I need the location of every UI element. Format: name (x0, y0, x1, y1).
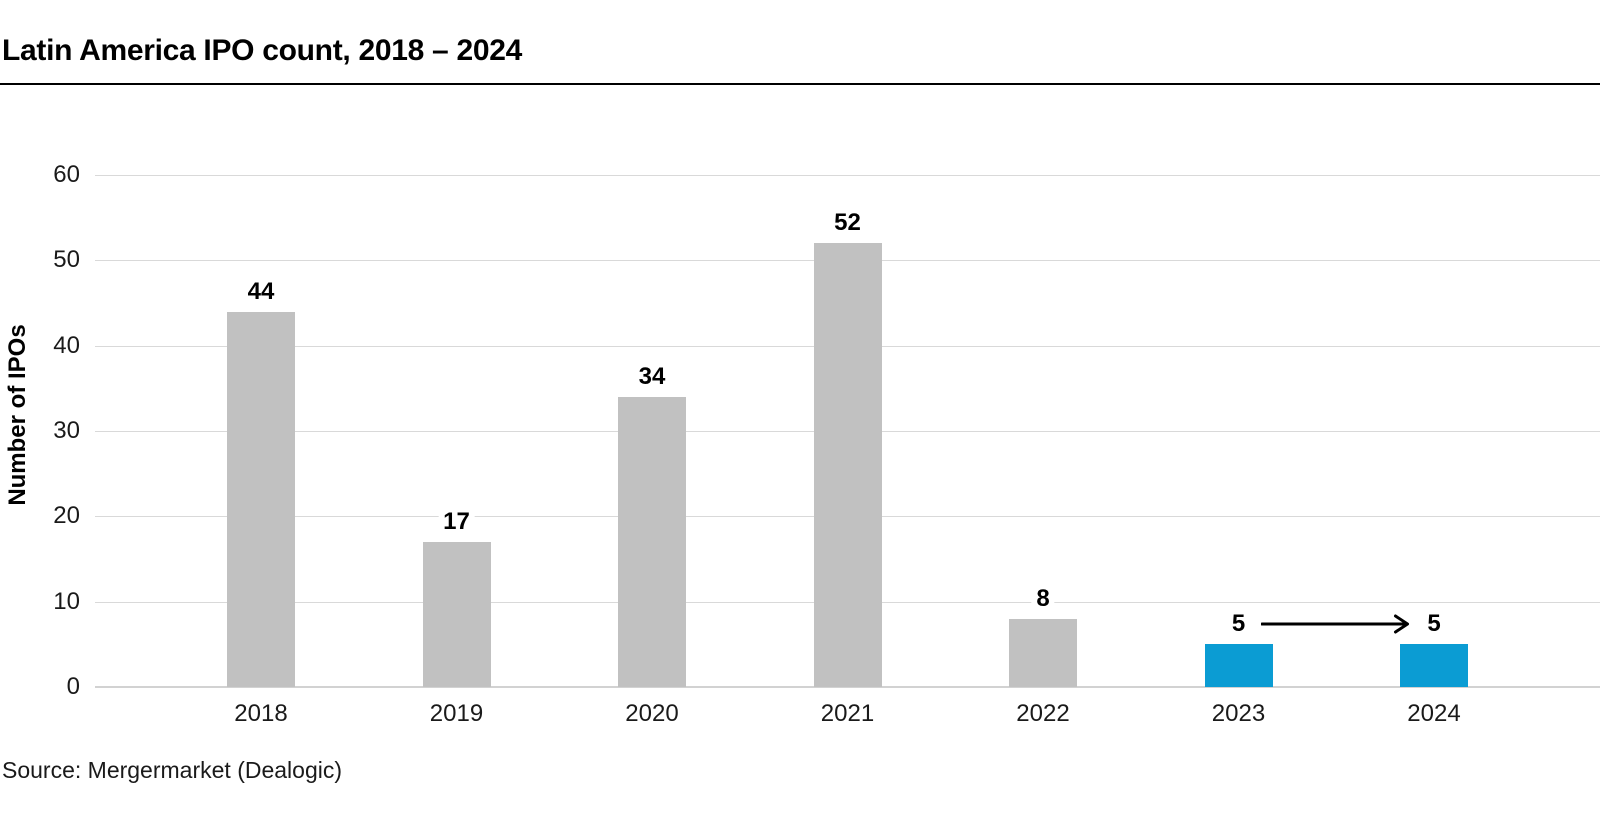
y-tick-label-30: 30 (53, 417, 80, 444)
y-tick-label-50: 50 (53, 246, 80, 274)
bar-value-label-2020: 34 (633, 363, 671, 390)
chart-title: Latin America IPO count, 2018 – 2024 (2, 34, 522, 67)
y-tick-label-40: 40 (53, 331, 80, 359)
bar-value-label-2019: 17 (438, 508, 475, 535)
bar-2019 (422, 541, 491, 687)
y-tick-label-60: 60 (53, 161, 80, 188)
x-tick-label-2019: 2019 (429, 700, 484, 727)
x-tick-label-2018: 2018 (234, 700, 288, 727)
x-tick-label-2022: 2022 (1016, 700, 1070, 727)
bar-2020 (618, 396, 686, 687)
x-tick-label-2024: 2024 (1407, 700, 1461, 727)
plot-area: 0 10 20 30 40 50 60 44 2018 17 2019 34 2020 52 2021 8 20… (53, 161, 1600, 727)
bar-value-label-2021: 52 (829, 210, 866, 237)
bar-2024 (1400, 644, 1468, 687)
gridline-y-60 (95, 175, 1600, 176)
bar-value-label-2022: 8 (1031, 585, 1055, 612)
bar-value-label-2023: 5 (1226, 611, 1251, 638)
title-divider (0, 83, 1600, 85)
y-tick-label-10: 10 (53, 587, 80, 615)
bar-value-label-2018: 44 (242, 278, 280, 305)
bar-value-label-2024: 5 (1422, 611, 1446, 638)
bar-2022 (1009, 618, 1077, 687)
bar-2018 (227, 311, 295, 687)
y-tick-label-20: 20 (53, 502, 80, 530)
gridline-y-0 (95, 686, 1600, 688)
bar-2023 (1204, 644, 1273, 687)
trend-arrow-icon (1260, 614, 1409, 634)
bar-2021 (813, 243, 882, 687)
source-note: Source: Mergermarket (Dealogic) (2, 757, 343, 783)
x-tick-label-2020: 2020 (625, 700, 679, 727)
y-tick-label-0: 0 (66, 673, 80, 700)
x-tick-label-2023: 2023 (1211, 700, 1266, 727)
x-tick-label-2021: 2021 (820, 700, 875, 727)
